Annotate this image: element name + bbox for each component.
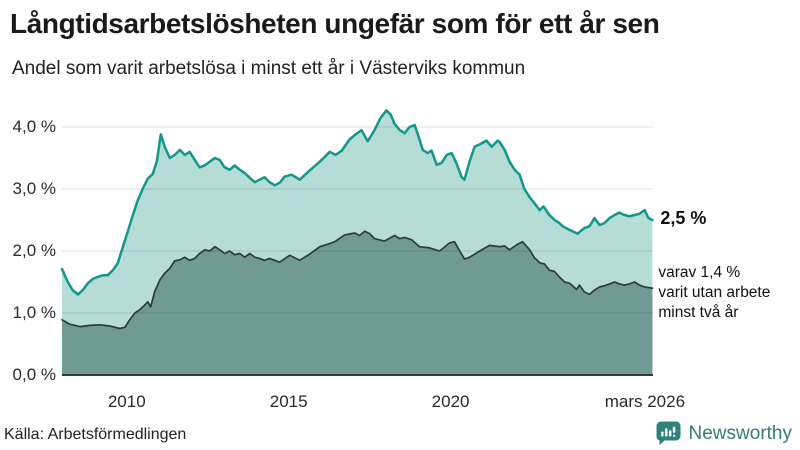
series-end-value-label: 2,5 % <box>660 208 707 228</box>
chart-subtitle: Andel som varit arbetslösa i minst ett å… <box>12 58 526 79</box>
x-tick-label: 2010 <box>107 392 146 411</box>
y-tick-label: 0,0 % <box>12 365 56 384</box>
source-note: Källa: Arbetsförmedlingen <box>4 426 187 443</box>
x-tick-label: mars 2026 <box>604 392 686 411</box>
y-tick-label: 3,0 % <box>12 179 56 198</box>
y-tick-label: 1,0 % <box>12 303 56 322</box>
inner-series-annotation: varav 1,4 % varit utan arbete minst två … <box>658 264 771 322</box>
x-tick-label: 2020 <box>431 392 470 411</box>
y-tick-label: 4,0 % <box>12 117 56 136</box>
x-tick-label: 2015 <box>269 392 308 411</box>
newsworthy-logo[interactable]: Newsworthy <box>655 420 792 447</box>
y-tick-label: 2,0 % <box>12 241 56 260</box>
newsworthy-chart-bubble-icon <box>656 421 681 446</box>
brand-name: Newsworthy <box>688 422 792 444</box>
page-title: Långtidsarbetslösheten ungefär som för e… <box>10 8 660 39</box>
